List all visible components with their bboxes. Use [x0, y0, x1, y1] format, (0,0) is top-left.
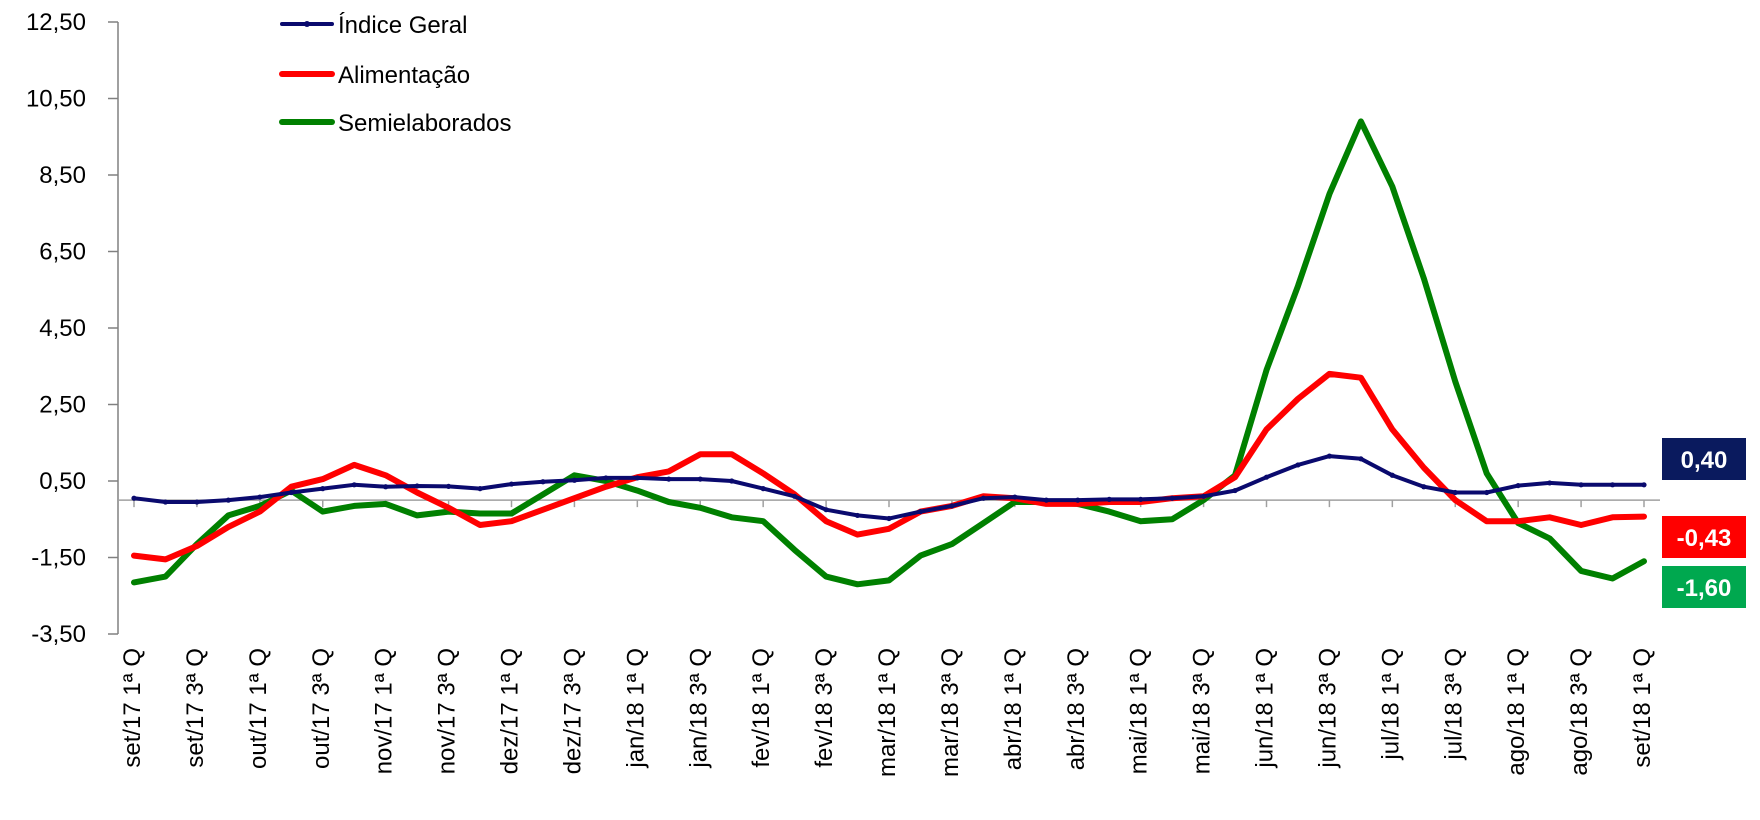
- series-point: [761, 486, 766, 491]
- series-point: [509, 481, 514, 486]
- y-tick-label: 6,50: [39, 239, 86, 266]
- series-point: [1578, 482, 1583, 487]
- series-point: [792, 494, 797, 499]
- x-tick-label: fev/18 1ª Q: [748, 648, 775, 768]
- y-tick-label: 2,50: [39, 392, 86, 419]
- y-tick-label: 0,50: [39, 468, 86, 495]
- series-point: [698, 476, 703, 481]
- series-point: [1421, 484, 1426, 489]
- end-label-text-0: 0,40: [1681, 447, 1728, 474]
- series-point: [446, 484, 451, 489]
- x-tick-label: jun/18 1ª Q: [1252, 648, 1279, 769]
- x-tick-label: fev/18 3ª Q: [811, 648, 838, 768]
- series-point: [1075, 498, 1080, 503]
- series-point: [1232, 488, 1237, 493]
- series-line-2: [134, 121, 1644, 584]
- series-point: [1516, 483, 1521, 488]
- end-label-text-2: -1,60: [1677, 575, 1732, 602]
- series-point: [949, 503, 954, 508]
- x-tick-label: jul/18 3ª Q: [1440, 648, 1467, 761]
- series-point: [163, 499, 168, 504]
- series-point: [131, 496, 136, 501]
- x-tick-label: jan/18 3ª Q: [685, 648, 712, 769]
- x-tick-label: jun/18 3ª Q: [1314, 648, 1341, 769]
- y-tick-label: 8,50: [39, 162, 86, 189]
- y-tick-label: 10,50: [26, 86, 86, 113]
- x-tick-label: jul/18 1ª Q: [1377, 648, 1404, 761]
- series-point: [383, 484, 388, 489]
- x-tick-label: set/17 1ª Q: [119, 648, 146, 768]
- series-point: [918, 509, 923, 514]
- x-tick-label: mar/18 1ª Q: [874, 648, 901, 777]
- series-point: [1201, 494, 1206, 499]
- x-tick-label: abr/18 3ª Q: [1063, 648, 1090, 770]
- legend-label-1: Alimentação: [338, 62, 470, 89]
- chart-legend: Índice Geral Alimentação Semielaborados: [282, 12, 511, 137]
- chart-series: [131, 121, 1646, 584]
- y-tick-label: 12,50: [26, 9, 86, 36]
- series-point: [477, 486, 482, 491]
- series-point: [194, 499, 199, 504]
- series-point: [1610, 482, 1615, 487]
- x-tick-label: nov/17 3ª Q: [434, 648, 461, 774]
- series-point: [855, 513, 860, 518]
- x-tick-label: out/17 3ª Q: [308, 648, 335, 769]
- legend-marker: [304, 21, 310, 27]
- legend-label-0: Índice Geral: [338, 12, 467, 39]
- x-tick-label: dez/17 3ª Q: [559, 648, 586, 774]
- series-point: [1327, 454, 1332, 459]
- x-tick-label: set/17 3ª Q: [182, 648, 209, 768]
- series-point: [226, 498, 231, 503]
- series-point: [1641, 482, 1646, 487]
- x-tick-label: dez/17 1ª Q: [497, 648, 524, 774]
- legend-label-2: Semielaborados: [338, 110, 511, 137]
- series-point: [1295, 462, 1300, 467]
- x-tick-label: jan/18 1ª Q: [622, 648, 649, 769]
- series-point: [1264, 475, 1269, 480]
- series-point: [289, 490, 294, 495]
- x-tick-label: abr/18 1ª Q: [1000, 648, 1027, 770]
- end-value-labels: 0,40 -0,43 -1,60: [1662, 438, 1746, 608]
- y-tick-label: 4,50: [39, 315, 86, 342]
- x-axis-ticks: set/17 1ª Q set/17 3ª Q out/17 1ª Q out/17 …: [119, 500, 1656, 777]
- series-point: [1484, 490, 1489, 495]
- series-point: [603, 475, 608, 480]
- y-tick-label: -3,50: [31, 621, 86, 648]
- x-tick-label: nov/17 1ª Q: [371, 648, 398, 774]
- series-point: [666, 476, 671, 481]
- y-tick-label: -1,50: [31, 545, 86, 572]
- series-point: [1044, 498, 1049, 503]
- x-tick-label: ago/18 1ª Q: [1503, 648, 1530, 776]
- y-axis-ticks: 12,50 10,50 8,50 6,50 4,50 2,50 0,50 -1,50 -3,50: [26, 9, 118, 648]
- series-point: [352, 482, 357, 487]
- series-point: [635, 475, 640, 480]
- x-tick-label: set/18 1ª Q: [1629, 648, 1656, 768]
- series-point: [1358, 456, 1363, 461]
- series-point: [257, 494, 262, 499]
- series-point: [729, 478, 734, 483]
- x-tick-label: ago/18 3ª Q: [1566, 648, 1593, 776]
- series-point: [1138, 497, 1143, 502]
- end-label-text-1: -0,43: [1677, 525, 1732, 552]
- series-point: [1012, 494, 1017, 499]
- series-point: [1170, 496, 1175, 501]
- x-tick-label: mar/18 3ª Q: [937, 648, 964, 777]
- series-point: [1107, 497, 1112, 502]
- series-point: [1547, 480, 1552, 485]
- series-point: [1453, 490, 1458, 495]
- series-point: [540, 479, 545, 484]
- series-point: [981, 496, 986, 501]
- series-point: [320, 486, 325, 491]
- x-tick-label: mai/18 1ª Q: [1126, 648, 1153, 774]
- series-line-1: [134, 374, 1644, 560]
- series-point: [823, 507, 828, 512]
- x-tick-label: mai/18 3ª Q: [1189, 648, 1216, 774]
- series-point: [415, 483, 420, 488]
- series-point: [1390, 473, 1395, 478]
- series-point: [886, 516, 891, 521]
- x-tick-label: out/17 1ª Q: [245, 648, 272, 769]
- series-point: [572, 478, 577, 483]
